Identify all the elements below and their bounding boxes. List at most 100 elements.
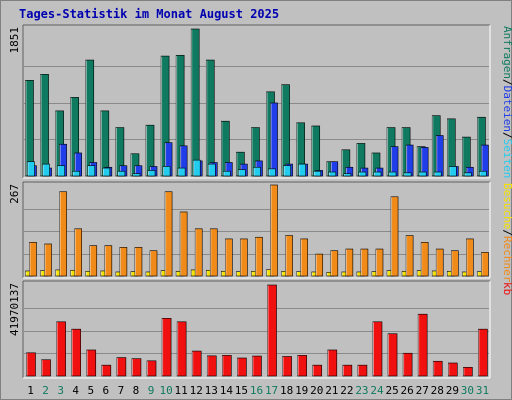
bottom-bar-kb-day-5 — [86, 349, 97, 377]
middle-y-max-label: 267 — [8, 184, 21, 204]
middle-bar-rechner-day-16 — [255, 236, 263, 277]
top-bar-dateien-day-27-fill — [420, 147, 429, 177]
chart-title: Tages-Statistik im Monat August 2025 — [19, 7, 280, 21]
top-bar-anfragen-day-12-fill — [190, 28, 200, 177]
bottom-bar-kb-day-10-fill — [161, 318, 172, 377]
bottom-bar-kb-day-11-fill — [176, 321, 187, 377]
bottom-bar-kb-day-12 — [191, 350, 202, 377]
x-tick-label-day-15: 15 — [235, 384, 248, 397]
top-bar-seiten-day-12 — [192, 159, 201, 177]
x-tick-label-day-21: 21 — [325, 384, 338, 397]
top-bar-seiten-day-26-fill — [403, 172, 412, 177]
bottom-bar-kb-day-26-fill — [402, 352, 413, 377]
top-bar-seiten-day-22-fill — [343, 173, 352, 177]
bottom-bar-kb-day-26 — [402, 352, 413, 377]
bottom-bar-kb-day-15 — [237, 357, 247, 377]
top-bar-dateien-day-17-fill — [270, 102, 278, 177]
bottom-bar-kb-day-17 — [267, 284, 277, 377]
bottom-bar-kb-day-9 — [146, 360, 157, 377]
bottom-bar-kb-day-22-fill — [342, 364, 353, 377]
x-tick-label-day-3: 3 — [57, 384, 64, 397]
bottom-bar-kb-day-8 — [131, 358, 142, 377]
middle-bar-rechner-day-8 — [134, 247, 143, 277]
top-bar-seiten-day-11 — [177, 167, 186, 177]
top-legend-item-1: Anfragen — [501, 26, 512, 79]
bottom-bar-kb-day-8-fill — [131, 358, 142, 377]
bottom-bar-kb-day-19 — [297, 355, 307, 377]
top-bar-seiten-day-20-fill — [313, 170, 322, 177]
middle-bar-rechner-day-6 — [104, 245, 113, 277]
x-tick-label-day-19: 19 — [295, 384, 308, 397]
top-bar-seiten-day-16-fill — [253, 166, 261, 177]
top-bar-seiten-day-30-fill — [464, 172, 472, 177]
bottom-bar-kb-day-15-fill — [237, 357, 247, 377]
bottom-bar-kb-day-6 — [101, 364, 112, 377]
bottom-bar-kb-day-20-fill — [312, 364, 323, 377]
top-legend-item-5: Seiten — [501, 139, 512, 179]
middle-bar-rechner-day-27 — [420, 241, 429, 277]
bottom-bar-kb-day-14-fill — [222, 355, 232, 377]
bottom-bar-kb-day-27 — [417, 313, 428, 377]
top-bar-seiten-day-21 — [328, 171, 337, 177]
bottom-bar-kb-day-1 — [26, 352, 36, 377]
middle-bar-rechner-day-10-fill — [164, 191, 173, 277]
x-tick-label-day-27: 27 — [416, 384, 429, 397]
middle-bar-rechner-day-19-fill — [300, 238, 308, 277]
bottom-bar-kb-day-10 — [161, 318, 172, 377]
middle-legend-item-3: Rechner — [501, 236, 512, 283]
top-bar-seiten-day-1 — [27, 161, 35, 177]
top-bar-seiten-day-11-fill — [177, 167, 186, 177]
bottom-bar-kb-day-4-fill — [71, 328, 81, 377]
top-bar-dateien-day-26 — [405, 144, 414, 177]
bottom-bar-kb-day-28 — [432, 360, 443, 377]
top-bar-seiten-day-25 — [388, 171, 397, 177]
top-legend: Anfragen/Dateien/Seiten — [501, 26, 512, 178]
x-tick-label-day-30: 30 — [461, 384, 474, 397]
middle-bar-rechner-day-4 — [74, 228, 82, 277]
middle-bar-rechner-day-25-fill — [390, 196, 399, 277]
bottom-legend-item-1: kb — [501, 282, 512, 295]
x-tick-label-day-5: 5 — [87, 384, 94, 397]
top-bar-seiten-day-14-fill — [223, 170, 231, 177]
bottom-bar-kb-day-17-fill — [267, 284, 277, 377]
bottom-bar-kb-day-23-fill — [357, 364, 368, 377]
top-bar-seiten-day-2-fill — [42, 163, 50, 177]
x-tick-label-day-17: 17 — [265, 384, 278, 397]
top-bar-seiten-day-24-fill — [373, 171, 382, 177]
middle-bar-rechner-day-31 — [481, 252, 489, 277]
middle-bar-rechner-day-5-fill — [89, 245, 98, 277]
middle-bar-rechner-day-23 — [360, 248, 369, 277]
top-bar-anfragen-day-6 — [100, 110, 110, 177]
top-bar-seiten-day-23 — [358, 171, 367, 177]
middle-bar-rechner-day-2-fill — [44, 243, 52, 277]
x-tick-label-day-1: 1 — [27, 384, 34, 397]
top-bar-seiten-day-6 — [102, 167, 111, 177]
top-bar-dateien-day-28-fill — [435, 135, 444, 177]
bottom-bar-kb-day-18-fill — [282, 356, 292, 377]
middle-bar-rechner-day-7 — [119, 247, 128, 277]
top-bar-anfragen-day-2-fill — [40, 74, 49, 177]
middle-bar-rechner-day-20-fill — [315, 253, 324, 277]
middle-bar-rechner-day-6-fill — [104, 245, 113, 277]
bottom-bar-kb-day-23 — [357, 364, 368, 377]
top-bar-seiten-day-14 — [223, 170, 231, 177]
top-bar-seiten-day-20 — [313, 170, 322, 177]
top-bar-seiten-day-28 — [433, 171, 442, 177]
bottom-bar-kb-day-6-fill — [101, 364, 112, 377]
middle-bar-rechner-day-1-fill — [29, 241, 37, 277]
top-bar-seiten-day-19 — [298, 163, 306, 177]
bottom-bar-kb-day-21 — [327, 349, 338, 377]
top-bar-seiten-day-8-fill — [132, 173, 141, 177]
bottom-bar-kb-day-16 — [252, 355, 262, 377]
middle-bar-rechner-day-12-fill — [194, 228, 203, 277]
x-tick-label-day-26: 26 — [401, 384, 414, 397]
top-bar-seiten-day-18-fill — [283, 165, 291, 177]
middle-bar-rechner-day-31-fill — [481, 252, 489, 277]
bottom-bar-kb-day-22 — [342, 364, 353, 377]
top-legend-item-3: Dateien — [501, 86, 512, 132]
x-tick-label-day-20: 20 — [310, 384, 323, 397]
top-bar-seiten-day-10 — [162, 166, 171, 177]
top-bar-seiten-day-7-fill — [117, 170, 126, 177]
middle-bar-rechner-day-26-fill — [405, 235, 414, 277]
